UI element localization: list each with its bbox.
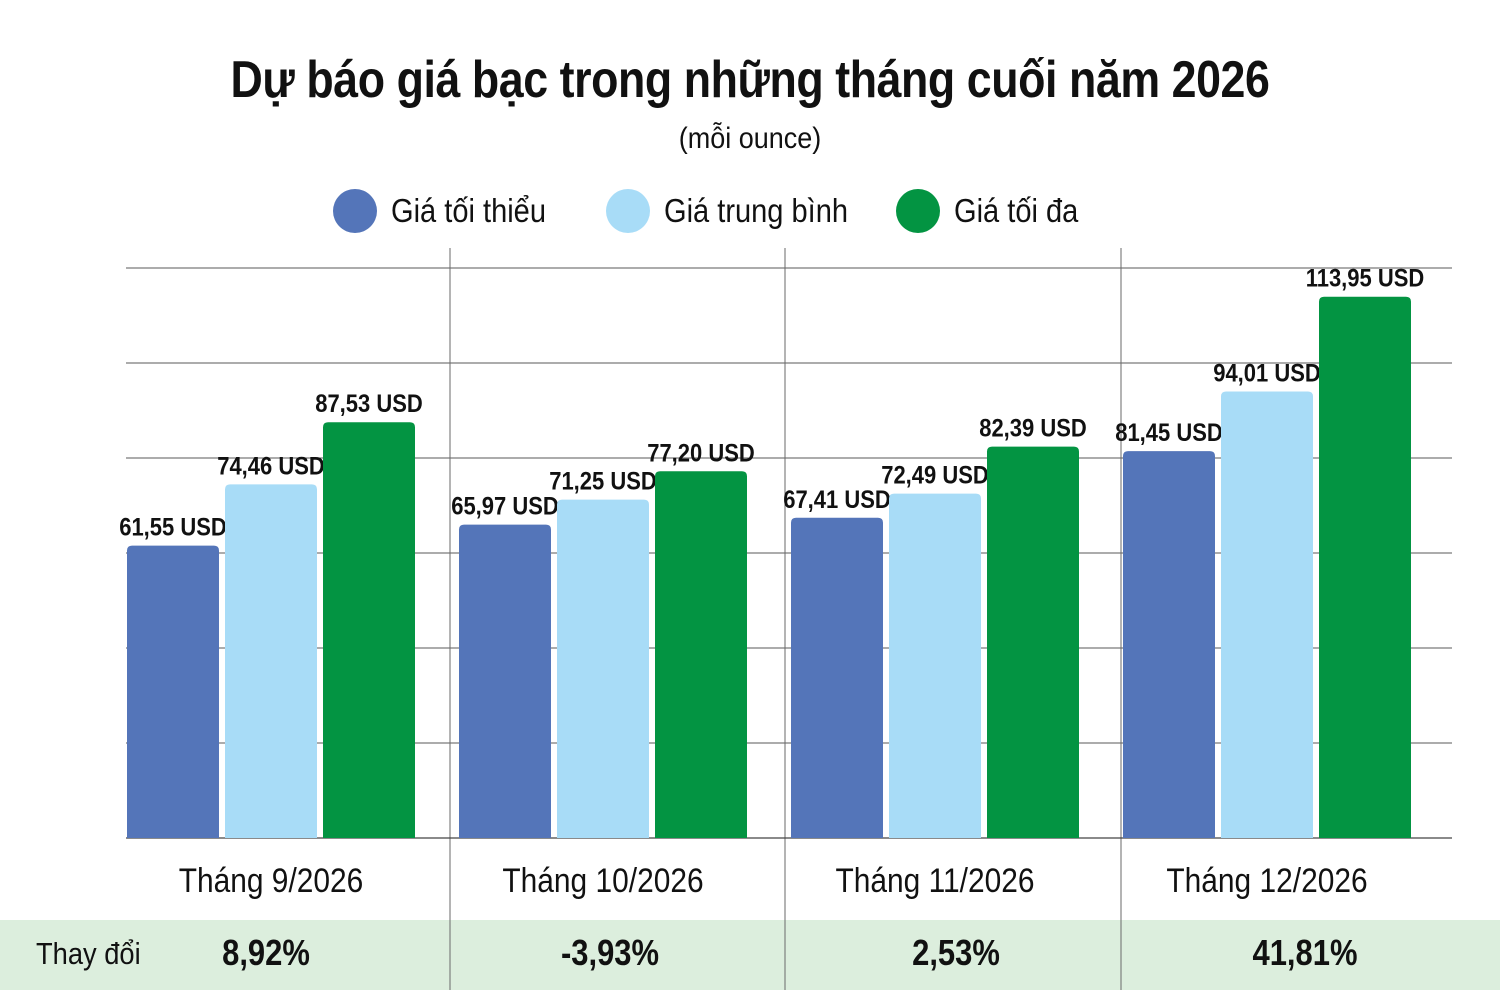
category-label: Tháng 12/2026 — [1166, 861, 1367, 899]
change-value-dec: 41,81% — [1252, 932, 1358, 973]
bar-value-label: 74,46 USD — [217, 452, 325, 480]
bar-value-label: 77,20 USD — [647, 439, 755, 467]
bar-value-label: 94,01 USD — [1213, 359, 1321, 387]
change-value-oct: -3,93% — [560, 932, 660, 973]
legend-label-min: Giá tối thiểu — [391, 192, 546, 229]
bar-value-label: 81,45 USD — [1115, 419, 1223, 447]
change-value-sep: 8,92% — [222, 932, 310, 973]
chart-title: Dự báo giá bạc trong những tháng cuối nă… — [230, 51, 1270, 109]
legend-item-max: Giá tối đa — [896, 186, 1095, 236]
bar-value-label: 87,53 USD — [315, 390, 423, 418]
legend-swatch-max — [896, 189, 940, 233]
bar — [1123, 451, 1215, 838]
change-row — [0, 920, 1500, 990]
change-value-nov: 2,53% — [912, 932, 1000, 973]
bar-value-label: 72,49 USD — [881, 461, 989, 489]
change-row-label: Thay đổi — [36, 936, 141, 971]
legend-item-min: Giá tối thiểu — [333, 186, 567, 236]
bar — [655, 471, 747, 838]
legend-swatch-avg — [606, 189, 650, 233]
bar — [791, 517, 883, 838]
legend-label-avg: Giá trung bình — [664, 192, 849, 229]
bar — [323, 422, 415, 838]
category-label: Tháng 11/2026 — [835, 861, 1034, 899]
bar — [987, 446, 1079, 838]
bar-value-label: 67,41 USD — [783, 486, 891, 514]
bar-value-label: 65,97 USD — [451, 492, 559, 520]
legend-swatch-min — [333, 189, 377, 233]
legend-label-max: Giá tối đa — [954, 192, 1079, 229]
bar — [127, 545, 219, 838]
category-label: Tháng 10/2026 — [502, 861, 703, 899]
legend-item-avg: Giá trung bình — [606, 186, 873, 236]
bar-value-label: 61,55 USD — [119, 513, 227, 541]
bar-value-label: 113,95 USD — [1306, 264, 1425, 292]
category-label: Tháng 9/2026 — [179, 861, 364, 899]
chart-subtitle: (mỗi ounce) — [678, 122, 822, 155]
bar — [557, 499, 649, 838]
bar — [1319, 296, 1411, 838]
bar — [225, 484, 317, 838]
legend: Giá tối thiểu Giá trung bình Giá tối đa — [0, 186, 1500, 236]
bar — [459, 524, 551, 838]
bar — [1221, 391, 1313, 838]
bar-value-label: 82,39 USD — [979, 414, 1087, 442]
bar-value-label: 71,25 USD — [549, 467, 657, 495]
bar — [889, 493, 981, 838]
